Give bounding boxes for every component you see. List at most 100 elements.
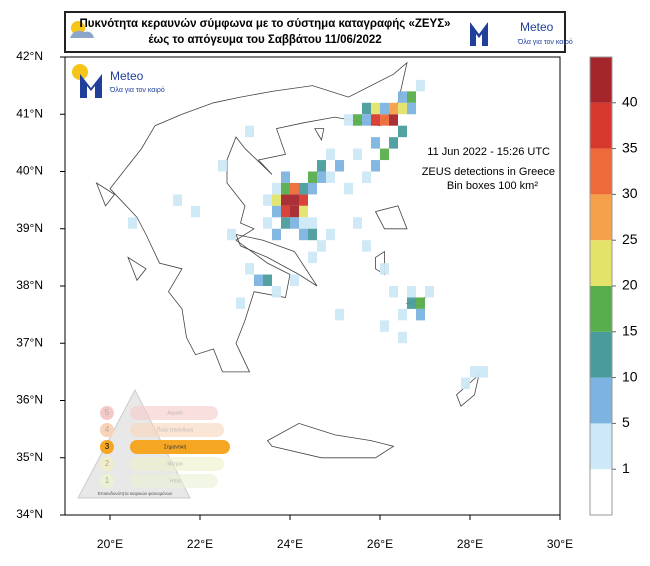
lightning-cell [128,217,137,229]
lightning-cell [281,171,290,183]
lightning-cell [389,114,398,126]
colorbar-band [590,240,612,286]
risk-level-label: Ακραία [167,410,183,416]
lightning-cell [263,217,272,229]
risk-level-badge [100,440,114,454]
lightning-cell [308,182,317,195]
colorbar-band [590,469,612,515]
lightning-cell [272,286,281,298]
lightning-cell [281,182,290,195]
lightning-cell [407,286,416,298]
lightning-cell [380,102,389,115]
lightning-cell [362,114,371,126]
x-tick-label: 20°E [97,537,123,551]
lightning-cell [362,171,371,183]
colorbar-band [590,377,612,424]
lightning-cell [335,160,344,172]
lightning-cell [326,228,335,241]
colorbar-tick-label: 5 [622,414,630,430]
land-outline [235,233,318,287]
land-outline [95,182,116,207]
map-logo-name: Meteo [110,69,144,83]
axes: 20°E 22°E 24°E 26°E 28°E 30°E 34°N 35°N 36°N 37°N… [16,49,573,551]
y-tick-label: 36°N [16,393,43,407]
risk-level-band [130,423,224,437]
header-title: Πυκνότητα κεραυνών σύμφωνα με το σύστημα… [79,18,450,30]
lightning-cell [416,297,425,309]
y-tick-label: 39°N [16,221,43,235]
header-cloud [70,30,94,38]
colorbar-band [590,286,612,332]
map-logo-mark [80,74,102,98]
lightning-cell [272,228,281,241]
lightning-cell [371,114,380,126]
lightning-cell [317,160,326,172]
lightning-cell [290,217,299,229]
y-tick-label: 34°N [16,507,43,521]
map-logo-sun [72,64,88,80]
lightning-cell [416,79,425,92]
lightning-cell [389,137,398,149]
lightning-cell [317,240,326,252]
x-tick-label: 30°E [547,537,573,551]
risk-level-label: Ήπια [168,478,181,484]
colorbar-band [590,331,612,378]
risk-level-badge [100,474,114,488]
lightning-cell [416,308,425,321]
lightning-cell [173,194,182,206]
lightning-cell [398,125,407,138]
y-tick-label: 42°N [16,49,43,63]
x-tick-label: 26°E [367,537,393,551]
lightning-cell [308,171,317,183]
lightning-cell [371,137,380,149]
lightning-cell [272,194,281,206]
lightning-cell [263,194,272,206]
y-tick-label: 40°N [16,164,43,178]
lightning-cell [290,274,299,286]
colorbar-tick-label: 30 [622,185,638,201]
risk-legend: 5 Ακραία 4 Πολύ επικίνδυνη 3 Σημαντική 2 Μέτρια… [77,388,230,499]
colorbar-tick-label: 20 [622,277,638,293]
risk-level-band [130,406,218,420]
lightning-cell [371,102,380,115]
colorbar-band [590,423,612,470]
lightning-cell [380,148,389,161]
lightning-cell [308,251,317,264]
x-tick-label: 22°E [187,537,213,551]
y-tick-label: 41°N [16,106,43,120]
lightning-cell [326,148,335,161]
risk-level-badge [100,423,114,437]
land-outline [314,128,325,142]
land-outline [266,422,395,459]
header-logo-name: Meteo [520,20,554,34]
lightning-cell [272,205,281,218]
lightning-cell [317,171,326,183]
colorbar-tick-label: 40 [622,94,638,110]
lightning-cell [290,182,299,195]
colorbar-tick-label: 10 [622,368,638,384]
risk-level-label: Πολύ επικίνδυνη [157,426,194,433]
header-logo-box [462,13,564,51]
colorbar-band [590,148,612,195]
lightning-cell [371,160,380,172]
lightning-cell [281,217,290,229]
lightning-cell [461,377,470,390]
risk-level-badge [100,457,114,471]
lightning-cell [299,205,308,218]
risk-level-number: 2 [105,459,110,468]
lightning-cell [344,182,353,195]
lightning-cell [290,205,299,218]
lightning-cell [281,205,290,218]
colorbar-band [590,102,612,149]
lightning-cell [380,263,389,275]
lightning-cell [398,331,407,344]
header-logo-mark [470,22,488,46]
lightning-cell [299,194,308,206]
annotation-source: ZEUS detections in Greece [422,166,555,178]
lightning-cell [470,366,479,378]
lightning-cell [380,114,389,126]
colorbar-tick-label: 25 [622,231,638,247]
y-tick-label: 37°N [16,335,43,349]
lightning-cell [290,194,299,206]
